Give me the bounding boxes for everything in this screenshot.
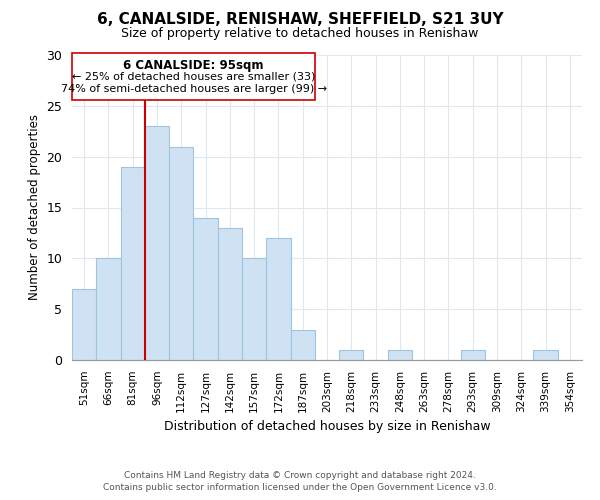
Text: 6 CANALSIDE: 95sqm: 6 CANALSIDE: 95sqm bbox=[124, 59, 264, 72]
Bar bbox=[533, 350, 558, 360]
Bar bbox=[121, 167, 145, 360]
Bar bbox=[145, 126, 169, 360]
Bar bbox=[290, 330, 315, 360]
Bar bbox=[96, 258, 121, 360]
Bar bbox=[72, 289, 96, 360]
Bar bbox=[218, 228, 242, 360]
X-axis label: Distribution of detached houses by size in Renishaw: Distribution of detached houses by size … bbox=[164, 420, 490, 433]
Text: 74% of semi-detached houses are larger (99) →: 74% of semi-detached houses are larger (… bbox=[61, 84, 327, 94]
Text: Contains HM Land Registry data © Crown copyright and database right 2024.
Contai: Contains HM Land Registry data © Crown c… bbox=[103, 471, 497, 492]
Bar bbox=[388, 350, 412, 360]
Polygon shape bbox=[73, 54, 315, 100]
Bar bbox=[193, 218, 218, 360]
Text: 6, CANALSIDE, RENISHAW, SHEFFIELD, S21 3UY: 6, CANALSIDE, RENISHAW, SHEFFIELD, S21 3… bbox=[97, 12, 503, 28]
Text: Size of property relative to detached houses in Renishaw: Size of property relative to detached ho… bbox=[121, 28, 479, 40]
Y-axis label: Number of detached properties: Number of detached properties bbox=[28, 114, 41, 300]
Bar bbox=[461, 350, 485, 360]
Bar bbox=[242, 258, 266, 360]
Text: ← 25% of detached houses are smaller (33): ← 25% of detached houses are smaller (33… bbox=[72, 72, 316, 82]
Bar bbox=[266, 238, 290, 360]
Bar bbox=[169, 146, 193, 360]
Bar bbox=[339, 350, 364, 360]
